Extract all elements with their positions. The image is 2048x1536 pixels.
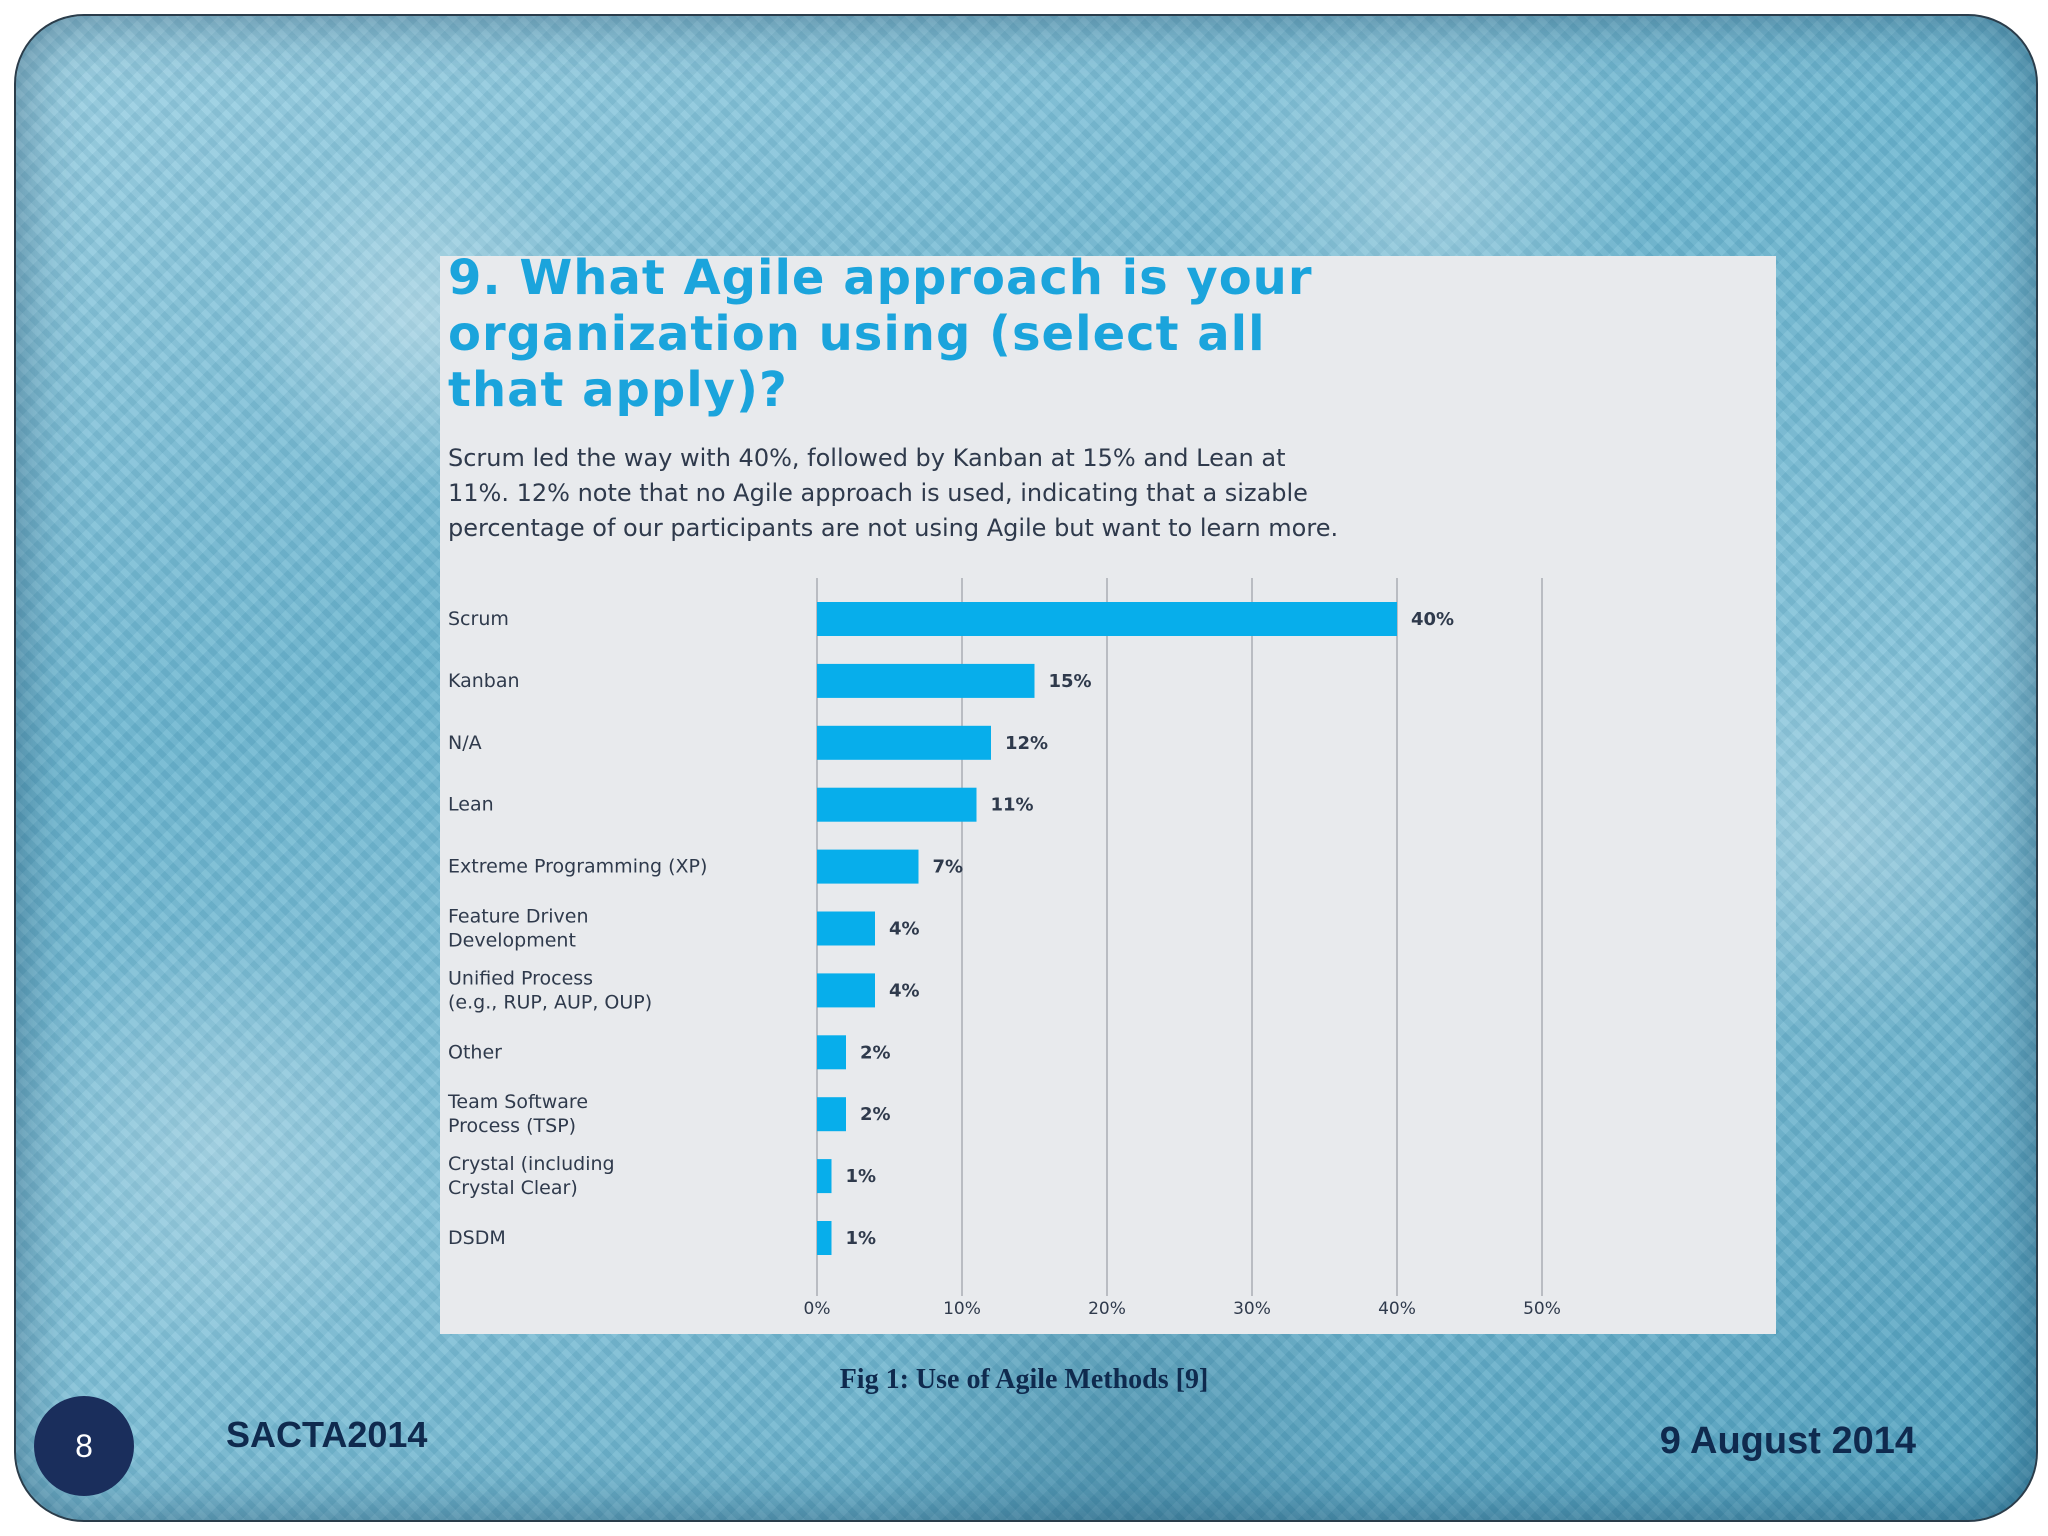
value-label: 15% xyxy=(1049,671,1092,692)
x-tick-label: 40% xyxy=(1378,1299,1416,1319)
category-label: Scrum xyxy=(448,608,509,630)
footer-date: 9 August 2014 xyxy=(1659,1420,1916,1462)
value-label: 4% xyxy=(889,980,920,1001)
slide-number-badge: 8 xyxy=(34,1396,134,1496)
bar xyxy=(817,911,875,946)
bar xyxy=(817,973,875,1008)
value-label: 2% xyxy=(860,1042,891,1063)
chart-subtitle: Scrum led the way with 40%, followed by … xyxy=(448,444,1339,542)
category-label: Team Software Process (TSP) xyxy=(447,1091,588,1137)
bar-chart: 0% 10% 20% 30% 40% 50% Scrum 40% Kanban 15% N/A 12%… xyxy=(447,578,1561,1319)
value-label: 40% xyxy=(1411,609,1454,630)
x-tick-label: 20% xyxy=(1088,1299,1126,1319)
figure-caption: Fig 1: Use of Agile Methods [9] xyxy=(839,1364,1209,1395)
chart-title: 9. What Agile approach is your organizat… xyxy=(448,250,1313,418)
value-label: 11% xyxy=(991,795,1034,816)
bar xyxy=(817,725,991,760)
bar xyxy=(817,849,919,884)
bar xyxy=(817,1097,846,1132)
category-label: Extreme Programming (XP) xyxy=(448,856,707,878)
bar xyxy=(817,1159,832,1194)
value-label: 2% xyxy=(860,1104,891,1125)
bar xyxy=(817,663,1035,698)
category-label: Lean xyxy=(448,794,494,816)
x-tick-label: 30% xyxy=(1233,1299,1271,1319)
value-label: 4% xyxy=(889,919,920,940)
category-label: Crystal (including Crystal Clear) xyxy=(448,1153,615,1199)
chart-panel: 9. What Agile approach is your organizat… xyxy=(440,250,1776,1334)
footer-conference: SACTA2014 xyxy=(226,1414,428,1455)
x-tick-label: 10% xyxy=(943,1299,981,1319)
value-label: 12% xyxy=(1005,733,1048,754)
category-label: N/A xyxy=(448,732,482,754)
category-label: Unified Process (e.g., RUP, AUP, OUP) xyxy=(448,967,652,1013)
category-label: DSDM xyxy=(448,1227,506,1249)
value-label: 7% xyxy=(933,857,964,878)
category-label: Other xyxy=(448,1041,502,1063)
bar xyxy=(817,602,1397,636)
value-label: 1% xyxy=(846,1166,877,1187)
x-tick-label: 50% xyxy=(1523,1299,1561,1319)
bar xyxy=(817,787,977,822)
value-label: 1% xyxy=(846,1228,877,1249)
x-tick-label: 0% xyxy=(804,1299,831,1319)
category-label: Feature Driven Development xyxy=(448,906,589,952)
bar xyxy=(817,1035,846,1070)
category-label: Kanban xyxy=(448,670,520,692)
bar xyxy=(817,1221,832,1255)
